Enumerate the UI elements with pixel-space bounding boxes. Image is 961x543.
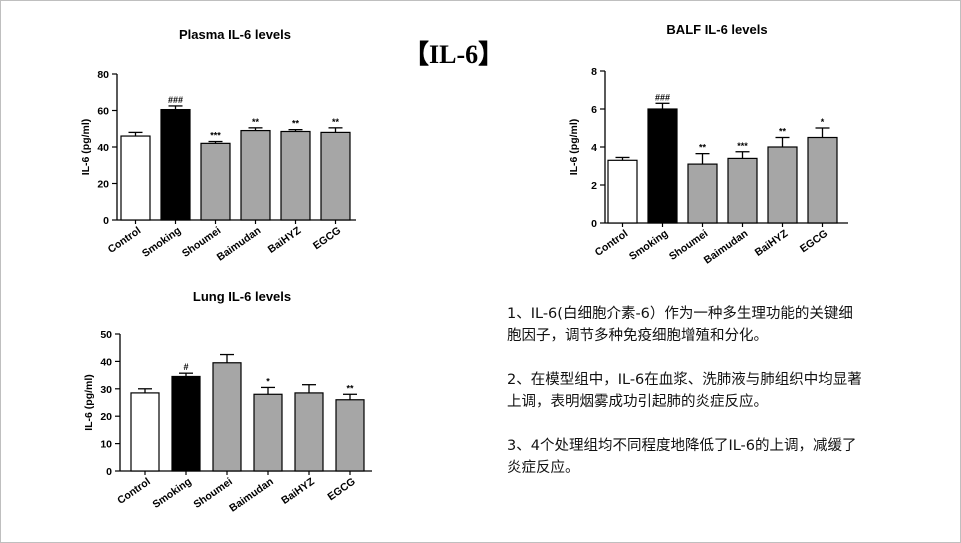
significance-label: ** xyxy=(332,117,340,127)
category-label: Smoking xyxy=(140,225,183,260)
y-tick-label: 8 xyxy=(591,66,597,78)
y-tick-label: 10 xyxy=(100,439,112,451)
y-tick-label: 40 xyxy=(100,356,112,368)
bar-baimudan xyxy=(253,393,283,472)
significance-label: ** xyxy=(292,119,300,129)
y-tick-label: 40 xyxy=(97,142,109,154)
significance-label: # xyxy=(183,362,188,372)
bar-baimudan xyxy=(240,129,271,221)
category-label: Control xyxy=(106,225,144,256)
y-tick-label: 0 xyxy=(103,215,109,227)
significance-label: *** xyxy=(737,141,748,151)
bar-baimudan xyxy=(727,157,758,224)
y-tick-label: 50 xyxy=(100,329,112,341)
y-tick-label: 0 xyxy=(106,466,112,478)
bar-smoking xyxy=(171,375,201,472)
category-label: Smoking xyxy=(627,228,670,263)
bar-smoking xyxy=(647,108,678,224)
y-axis-label: IL-6 (pg/ml) xyxy=(83,374,95,431)
plasma-chart-svg: Plasma IL-6 levels 0 20 40 60 80 IL-6 (pg/ml) C… xyxy=(80,27,356,264)
note-2: 2、在模型组中，IL-6在血浆、洗肺液与肺组织中均显著上调，表明烟雾成功引起肺的… xyxy=(507,372,862,410)
significance-label: ** xyxy=(779,127,787,137)
y-tick-label: 80 xyxy=(97,69,109,81)
lung-chart-svg: Lung IL-6 levels 0 10 20 30 40 50 IL-6 (pg/ml) C… xyxy=(83,289,372,515)
bar-egcg xyxy=(320,131,351,221)
significance-label: ** xyxy=(346,383,354,393)
significance-label: ** xyxy=(252,117,260,127)
bar-baihyz xyxy=(280,130,311,221)
category-label: Control xyxy=(115,476,153,507)
bar-control xyxy=(130,392,160,472)
chart-title: BALF IL-6 levels xyxy=(666,22,767,37)
slide-title: 【IL-6】 xyxy=(403,40,505,69)
category-label: Baimudan xyxy=(227,476,275,515)
plasma-chart: Plasma IL-6 levels 0 20 40 60 80 IL-6 (pg/ml) C… xyxy=(61,19,401,269)
chart-title: Lung IL-6 levels xyxy=(193,289,291,304)
y-tick-label: 2 xyxy=(591,180,597,192)
significance-label: ### xyxy=(168,95,183,105)
y-tick-label: 0 xyxy=(591,218,597,230)
bar-shoumei xyxy=(687,163,718,224)
significance-label: *** xyxy=(210,131,221,141)
note-1: 1、IL-6(白细胞介素-6）作为一种多生理功能的关键细胞因子，调节多种免疫细胞… xyxy=(507,306,853,344)
bar-control xyxy=(120,135,151,221)
category-label: BaiHYZ xyxy=(753,227,791,259)
chart-title: Plasma IL-6 levels xyxy=(179,27,291,42)
category-label: Baimudan xyxy=(702,228,750,267)
category-label: Smoking xyxy=(151,476,194,511)
y-axis-label: IL-6 (pg/ml) xyxy=(568,119,580,176)
y-tick-label: 6 xyxy=(591,104,597,116)
notes-panel: 1、IL-6(白细胞介素-6）作为一种多生理功能的关键细胞因子，调节多种免疫细胞… xyxy=(507,303,867,501)
balf-chart: BALF IL-6 levels 0 2 4 6 8 IL-6 (pg/ml) Control… xyxy=(546,17,876,277)
bar-baihyz xyxy=(767,146,798,224)
significance-label: * xyxy=(266,376,270,386)
significance-label: ** xyxy=(699,143,707,153)
bar-smoking xyxy=(160,108,191,221)
bar-egcg xyxy=(807,136,838,224)
y-tick-label: 20 xyxy=(97,179,109,191)
y-tick-label: 20 xyxy=(100,411,112,423)
bar-control xyxy=(607,159,638,224)
category-label: EGCG xyxy=(326,476,358,504)
y-tick-label: 60 xyxy=(97,106,109,118)
category-label: EGCG xyxy=(798,228,830,256)
category-label: Control xyxy=(593,228,631,259)
significance-label: * xyxy=(821,117,825,127)
note-3: 3、4个处理组均不同程度地降低了IL-6的上调，减缓了炎症反应。 xyxy=(507,438,857,476)
y-tick-label: 4 xyxy=(591,142,597,154)
category-label: BaiHYZ xyxy=(279,475,317,507)
balf-chart-svg: BALF IL-6 levels 0 2 4 6 8 IL-6 (pg/ml) Control… xyxy=(568,22,848,267)
category-label: EGCG xyxy=(311,225,343,253)
bar-egcg xyxy=(335,399,365,472)
category-label: BaiHYZ xyxy=(266,224,304,256)
category-label: Baimudan xyxy=(215,225,263,264)
bar-shoumei xyxy=(212,362,242,472)
lung-chart: Lung IL-6 levels 0 10 20 30 40 50 IL-6 (pg/ml) C… xyxy=(61,284,401,524)
bar-shoumei xyxy=(200,142,231,221)
significance-label: ### xyxy=(655,92,670,102)
bar-baihyz xyxy=(294,392,324,472)
y-axis-label: IL-6 (pg/ml) xyxy=(80,119,92,176)
y-tick-label: 30 xyxy=(100,384,112,396)
